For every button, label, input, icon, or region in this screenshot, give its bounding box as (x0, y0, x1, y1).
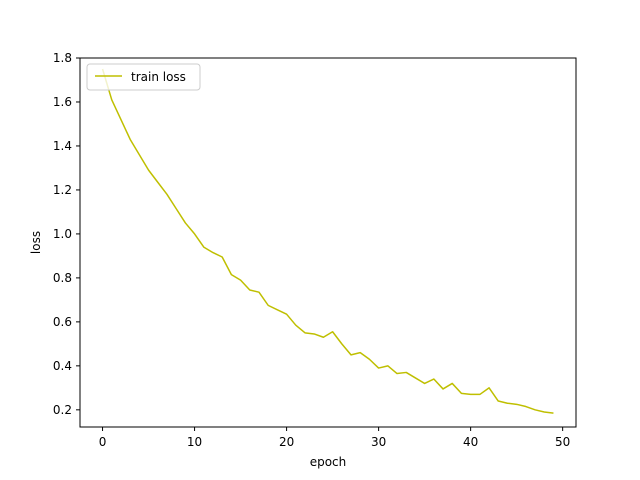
y-axis-ticks: 0.2 0.4 0.6 0.8 1.0 1.2 1.4 1.6 1.8 (53, 51, 80, 417)
legend-box (86, 63, 201, 91)
y-tick-label: 1.8 (53, 51, 72, 65)
x-tick-label: 20 (279, 435, 294, 449)
y-tick-label: 0.4 (53, 359, 72, 373)
series-line-0 (101, 68, 554, 414)
y-tick-label: 0.6 (53, 315, 72, 329)
x-tick-label: 0 (99, 435, 107, 449)
legend: train loss (86, 63, 201, 91)
y-axis-label: loss (29, 231, 43, 254)
x-tick-label: 50 (555, 435, 570, 449)
y-tick-label: 0.8 (53, 271, 72, 285)
y-tick-label: 0.2 (53, 403, 72, 417)
x-tick-label: 10 (187, 435, 202, 449)
y-tick-label: 1.4 (53, 139, 72, 153)
y-tick-label: 1.2 (53, 183, 72, 197)
series-layer (101, 68, 554, 414)
axes-frame (79, 57, 577, 428)
x-tick-label: 40 (463, 435, 478, 449)
x-axis-ticks: 0 10 20 30 40 50 (99, 427, 570, 449)
y-tick-label: 1.0 (53, 227, 72, 241)
x-axis-label: epoch (310, 455, 347, 469)
x-tick-label: 30 (371, 435, 386, 449)
legend-label-train-loss: train loss (131, 70, 186, 84)
y-tick-label: 1.6 (53, 95, 72, 109)
